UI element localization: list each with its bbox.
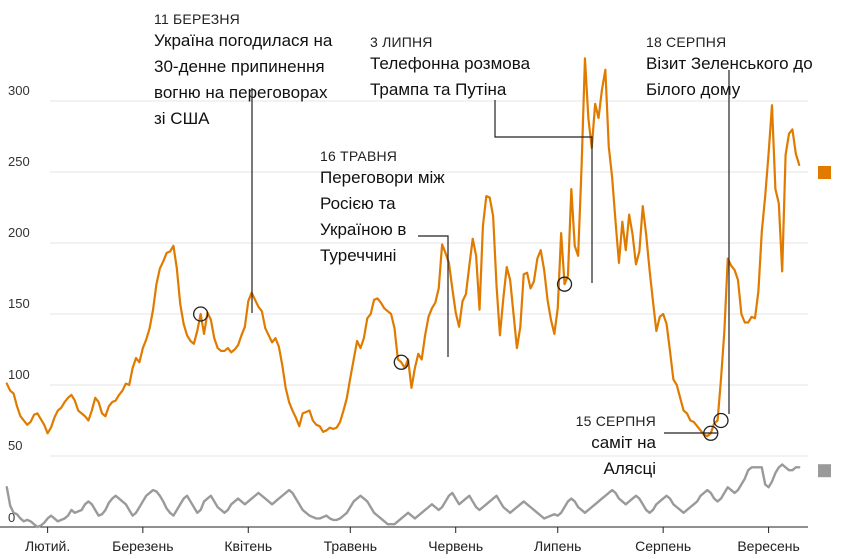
annotations: 11 БЕРЕЗНЯ Україна погодилася на 30-денне …: [154, 11, 813, 478]
series-marker-gray: [818, 464, 831, 478]
annotation-leader-line: [494, 100, 593, 283]
annotation-marker: [703, 425, 719, 441]
annotation-date: 11 БЕРЕЗНЯ: [154, 11, 240, 27]
annotation-text: Білого дому: [646, 80, 741, 99]
series-line-gray: [5, 463, 801, 529]
annotation: 16 ТРАВНЯ Переговори між Росією та Україною…: [320, 148, 449, 370]
annotation-text: зі США: [154, 109, 210, 128]
y-tick-label: 0: [8, 510, 15, 525]
y-tick-label: 50: [8, 438, 22, 453]
x-tick-label: Березень: [112, 538, 173, 554]
annotation-text: 30-денне припинення: [154, 57, 325, 76]
annotation-leader-line: [418, 235, 449, 357]
annotation: 18 СЕРПНЯ Візит Зеленського до Білого дому: [646, 34, 813, 429]
annotation: 11 БЕРЕЗНЯ Україна погодилася на 30-денне …: [154, 11, 333, 322]
gridlines: [0, 100, 808, 528]
annotation-text: Трампа та Путіна: [370, 80, 507, 99]
x-axis-ticks: Лютий. Березень Квітень Травень Червень Липен…: [25, 527, 800, 554]
y-tick-label: 200: [8, 225, 30, 240]
series-lines: [5, 57, 801, 529]
annotation: 3 ЛИПНЯ Телефонна розмова Трампа та Путіна: [370, 34, 593, 292]
x-tick-label: Квітень: [224, 538, 272, 554]
series-side-markers: [818, 166, 831, 478]
annotation-marker: [393, 354, 409, 370]
annotation-text: Телефонна розмова: [370, 54, 531, 73]
series-marker-orange: [818, 166, 831, 179]
annotation-date: 3 ЛИПНЯ: [370, 34, 433, 50]
y-tick-label: 150: [8, 296, 30, 311]
x-tick-label: Вересень: [737, 538, 800, 554]
annotation-date: 18 СЕРПНЯ: [646, 34, 726, 50]
annotation-text: Алясці: [604, 459, 656, 478]
x-tick-label: Червень: [428, 538, 483, 554]
annotation-text: Росією та: [320, 194, 396, 213]
x-tick-label: Серпень: [635, 538, 691, 554]
annotation-text: Переговори між: [320, 168, 445, 187]
annotation: 15 СЕРПНЯ саміт на Алясці: [576, 413, 719, 478]
annotation-text: Україна погодилася на: [154, 31, 333, 50]
annotation-marker: [192, 306, 209, 322]
x-tick-label: Травень: [324, 538, 377, 554]
annotation-date: 16 ТРАВНЯ: [320, 148, 397, 164]
y-tick-label: 300: [8, 83, 30, 98]
x-tick-label: Лютий.: [25, 538, 70, 554]
x-tick-label: Липень: [534, 538, 581, 554]
annotation-text: Україною в: [320, 220, 406, 239]
series-line-orange: [5, 57, 801, 438]
annotation-marker: [713, 412, 729, 429]
y-tick-label: 250: [8, 154, 30, 169]
annotation-date: 15 СЕРПНЯ: [576, 413, 656, 429]
annotation-marker: [556, 276, 573, 292]
y-tick-label: 100: [8, 367, 30, 382]
annotation-text: саміт на: [591, 433, 656, 452]
annotation-text: Туреччині: [320, 246, 396, 265]
annotation-text: Візит Зеленського до: [646, 54, 813, 73]
annotation-text: вогню на переговорах: [154, 83, 328, 102]
y-axis-ticks: 0 50 100 150 200 250 300: [8, 83, 30, 525]
